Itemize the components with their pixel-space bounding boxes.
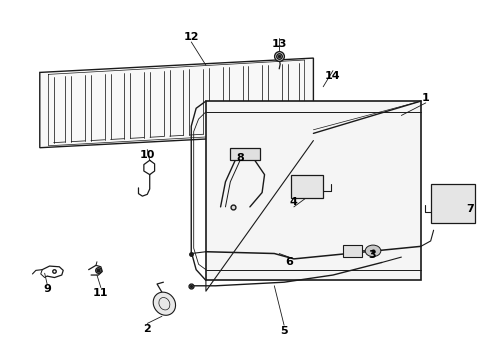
Polygon shape bbox=[230, 148, 260, 160]
Ellipse shape bbox=[153, 292, 175, 315]
Text: 5: 5 bbox=[280, 325, 288, 336]
Text: 13: 13 bbox=[271, 39, 287, 49]
Text: 10: 10 bbox=[140, 150, 155, 160]
Text: 12: 12 bbox=[183, 32, 199, 41]
Text: 14: 14 bbox=[325, 71, 341, 81]
Polygon shape bbox=[431, 184, 475, 223]
Text: 6: 6 bbox=[285, 257, 293, 267]
Text: 1: 1 bbox=[422, 93, 430, 103]
Text: 2: 2 bbox=[144, 324, 151, 334]
Polygon shape bbox=[206, 101, 421, 280]
Polygon shape bbox=[40, 58, 314, 148]
Polygon shape bbox=[292, 175, 323, 198]
Text: 8: 8 bbox=[236, 153, 244, 163]
Text: 3: 3 bbox=[368, 250, 376, 260]
Ellipse shape bbox=[365, 245, 381, 257]
Text: 4: 4 bbox=[290, 197, 298, 207]
Text: 7: 7 bbox=[466, 204, 474, 214]
Text: 11: 11 bbox=[93, 288, 109, 298]
Polygon shape bbox=[343, 244, 362, 257]
Text: 9: 9 bbox=[43, 284, 51, 294]
